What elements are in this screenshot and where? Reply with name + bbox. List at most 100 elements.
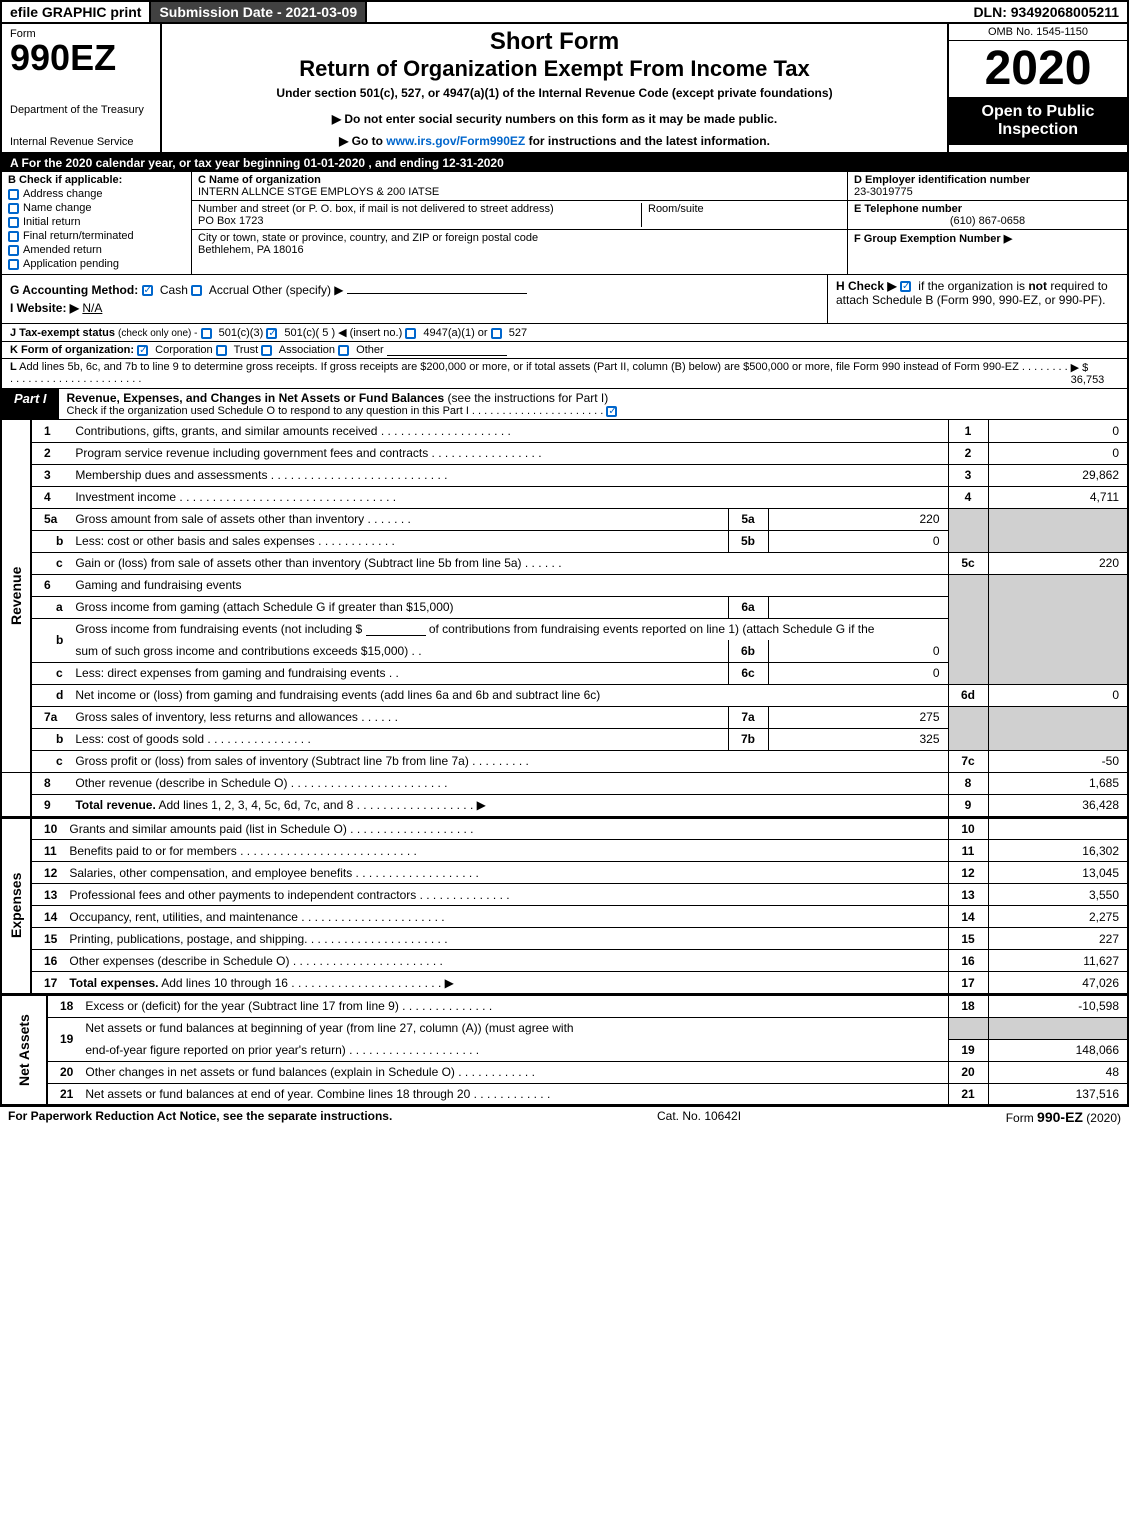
goto-suffix: for instructions and the latest informat…	[525, 134, 770, 148]
col-label: 18	[948, 995, 988, 1017]
col-label: 3	[948, 464, 988, 486]
checkbox-4947-icon[interactable]	[405, 328, 416, 339]
header-left: Form 990EZ Department of the Treasury In…	[2, 24, 162, 152]
ein-label: D Employer identification number	[854, 174, 1121, 186]
chk-name-change[interactable]: Name change	[8, 202, 185, 214]
col-grey	[948, 706, 988, 750]
goto-line: ▶ Go to www.irs.gov/Form990EZ for instru…	[166, 134, 943, 148]
other-blank	[347, 293, 527, 294]
checkbox-icon[interactable]	[8, 217, 19, 228]
subcol-value: 275	[768, 706, 948, 728]
line-number: 3	[31, 464, 69, 486]
col-value	[988, 818, 1128, 840]
table-row: 4 Investment income . . . . . . . . . . …	[1, 486, 1128, 508]
efile-label[interactable]: efile GRAPHIC print	[2, 2, 151, 22]
line-desc: Professional fees and other payments to …	[63, 884, 948, 906]
line-desc: Program service revenue including govern…	[69, 442, 948, 464]
table-row: 16 Other expenses (describe in Schedule …	[1, 950, 1128, 972]
line-desc: Occupancy, rent, utilities, and maintena…	[63, 906, 948, 928]
checkbox-schedule-o-icon[interactable]	[606, 406, 617, 417]
checkbox-527-icon[interactable]	[491, 328, 502, 339]
header-right: OMB No. 1545-1150 2020 Open to Public In…	[947, 24, 1127, 152]
ssn-notice: ▶ Do not enter social security numbers o…	[166, 112, 943, 126]
desc-text: Investment income	[75, 490, 176, 504]
col-value: 220	[988, 552, 1128, 574]
line-desc: Net assets or fund balances at end of ye…	[79, 1083, 948, 1105]
line-desc: Gross amount from sale of assets other t…	[69, 508, 728, 530]
desc-text: Gross sales of inventory, less returns a…	[75, 710, 358, 724]
page-footer: For Paperwork Reduction Act Notice, see …	[0, 1106, 1129, 1127]
checkbox-icon[interactable]	[8, 189, 19, 200]
checkbox-cash-icon[interactable]	[142, 285, 153, 296]
line-number: 18	[47, 995, 79, 1017]
col-label: 12	[948, 862, 988, 884]
col-value: 11,627	[988, 950, 1128, 972]
desc-text: Salaries, other compensation, and employ…	[69, 866, 352, 880]
g-i-left: G Accounting Method: Cash Accrual Other …	[2, 275, 827, 323]
chk-application-pending[interactable]: Application pending	[8, 258, 185, 270]
col-label: 20	[948, 1061, 988, 1083]
subcol-label: 6b	[728, 640, 768, 662]
l-amount: ▶ $ 36,753	[1071, 361, 1119, 386]
line-desc: Gross sales of inventory, less returns a…	[69, 706, 728, 728]
table-row: 14 Occupancy, rent, utilities, and maint…	[1, 906, 1128, 928]
line-number: 19	[47, 1017, 79, 1061]
desc-text: Benefits paid to or for members	[69, 844, 236, 858]
section-k: K Form of organization: Corporation Trus…	[0, 342, 1129, 359]
line-number: b	[31, 618, 69, 662]
checkbox-501c-icon[interactable]	[266, 328, 277, 339]
tax-year: 2020	[949, 41, 1127, 97]
checkbox-h-icon[interactable]	[900, 281, 911, 292]
line-desc: Gross profit or (loss) from sales of inv…	[69, 750, 948, 772]
line-number: c	[31, 552, 69, 574]
line-desc: Total expenses. Add lines 10 through 16 …	[63, 972, 948, 994]
checkbox-trust-icon[interactable]	[216, 345, 227, 356]
dept-treasury: Department of the Treasury	[10, 104, 152, 116]
part1-subtitle: Check if the organization used Schedule …	[67, 405, 1119, 417]
col-label: 13	[948, 884, 988, 906]
line-desc: Other changes in net assets or fund bala…	[79, 1061, 948, 1083]
line-number: b	[31, 728, 69, 750]
b-heading: B Check if applicable:	[8, 174, 185, 186]
revenue-vlabel: Revenue	[1, 420, 31, 772]
line-number: 2	[31, 442, 69, 464]
line-number: 11	[31, 840, 63, 862]
desc-text: Other revenue (describe in Schedule O)	[75, 776, 287, 790]
chk-amended-return[interactable]: Amended return	[8, 244, 185, 256]
net-assets-table: Net Assets 18 Excess or (deficit) for th…	[0, 994, 1129, 1106]
line-desc: Membership dues and assessments . . . . …	[69, 464, 948, 486]
other-label: Other (specify) ▶	[252, 283, 343, 297]
subcol-value: 0	[768, 530, 948, 552]
checkbox-accrual-icon[interactable]	[191, 285, 202, 296]
checkbox-501c3-icon[interactable]	[201, 328, 212, 339]
line-number: 7a	[31, 706, 69, 728]
k-other: Other	[356, 344, 384, 356]
checkbox-icon[interactable]	[8, 245, 19, 256]
table-row: end-of-year figure reported on prior yea…	[1, 1039, 1128, 1061]
street-row: Number and street (or P. O. box, if mail…	[192, 201, 847, 230]
footer-form: 990-EZ	[1037, 1109, 1083, 1125]
subcol-value: 220	[768, 508, 948, 530]
desc-text: Gain or (loss) from sale of assets other…	[75, 556, 521, 570]
desc-text: Net assets or fund balances at end of ye…	[85, 1087, 470, 1101]
line-number: 10	[31, 818, 63, 840]
subcol-label: 6a	[728, 596, 768, 618]
revenue-table: Revenue 1 Contributions, gifts, grants, …	[0, 420, 1129, 817]
col-value: 0	[988, 420, 1128, 442]
chk-initial-return[interactable]: Initial return	[8, 216, 185, 228]
goto-prefix: ▶ Go to	[339, 134, 386, 148]
checkbox-assoc-icon[interactable]	[261, 345, 272, 356]
checkbox-other-icon[interactable]	[338, 345, 349, 356]
col-value: 16,302	[988, 840, 1128, 862]
footer-left: For Paperwork Reduction Act Notice, see …	[8, 1109, 392, 1125]
checkbox-corp-icon[interactable]	[137, 345, 148, 356]
desc-text: Program service revenue including govern…	[75, 446, 428, 460]
checkbox-icon[interactable]	[8, 259, 19, 270]
line-number: a	[31, 596, 69, 618]
chk-final-return[interactable]: Final return/terminated	[8, 230, 185, 242]
checkbox-icon[interactable]	[8, 231, 19, 242]
checkbox-icon[interactable]	[8, 203, 19, 214]
col-grey	[948, 508, 988, 552]
irs-link[interactable]: www.irs.gov/Form990EZ	[386, 134, 525, 148]
chk-address-change[interactable]: Address change	[8, 188, 185, 200]
